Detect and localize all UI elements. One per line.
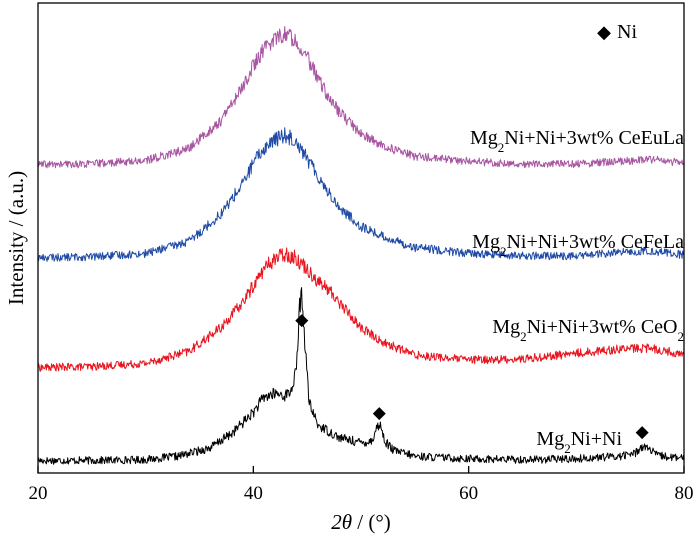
peak-marker-layer: ◆ ◆ ◆: [295, 310, 649, 441]
series-label-1: Mg2Ni+Ni+3wt% CeO2: [492, 316, 684, 344]
series-label-layer: Mg2Ni+Ni Mg2Ni+Ni+3wt% CeO2 Mg2Ni+Ni+3wt% …: [470, 127, 684, 456]
legend-marker-icon: ◆: [597, 22, 611, 42]
plot-frame: [37, 2, 685, 474]
series-label-3: Mg2Ni+Ni+3wt% CeEuLa: [470, 127, 684, 155]
series-line-3: [37, 26, 685, 169]
series-line-0: [37, 287, 685, 465]
series-line-1: [37, 247, 685, 372]
x-axis-title-symbol: 2θ: [331, 510, 352, 534]
series-label-2: Mg2Ni+Ni+3wt% CeFeLa: [472, 231, 684, 259]
x-tick-label: 60: [459, 483, 478, 504]
legend-label: Ni: [617, 21, 637, 43]
x-axis-title-unit: / (°): [352, 510, 391, 534]
y-axis-title: Intensity / (a.u.): [4, 171, 28, 305]
x-axis-title: 2θ / (°): [331, 510, 391, 534]
series-layer: [37, 26, 685, 465]
x-tick-label: 20: [29, 483, 48, 504]
ni-peak-marker-icon: ◆: [295, 310, 309, 329]
x-tick-label: 80: [675, 483, 694, 504]
series-line-2: [37, 127, 685, 262]
x-axis-ticks: 20 40 60 80: [29, 466, 694, 504]
series-label-0: Mg2Ni+Ni: [536, 428, 622, 456]
legend: ◆ Ni: [597, 21, 637, 43]
ni-peak-marker-icon: ◆: [373, 403, 387, 422]
x-tick-label: 40: [244, 483, 263, 504]
ni-peak-marker-icon: ◆: [636, 422, 650, 441]
